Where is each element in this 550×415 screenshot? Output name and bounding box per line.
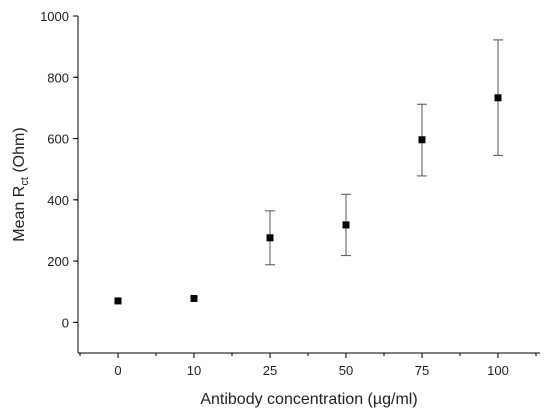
x-tick-label: 0 — [114, 363, 121, 378]
y-ticks: 0 200 400 600 800 1000 — [40, 9, 78, 330]
x-ticks: 0 10 25 50 75 100 — [79, 353, 537, 378]
y-axis-title: Mean Rct (Ohm) — [11, 127, 31, 241]
y-tick-label: 1000 — [40, 9, 69, 24]
y-axis-title-prefix: Mean R — [11, 186, 28, 242]
y-axis-title-subscript: ct — [19, 177, 31, 186]
y-tick-label: 200 — [47, 254, 69, 269]
data-point — [418, 136, 426, 144]
data-point — [190, 294, 198, 302]
axes — [77, 16, 540, 354]
data-point — [114, 297, 122, 305]
y-tick-label: 600 — [47, 132, 69, 147]
x-tick-label: 50 — [339, 363, 353, 378]
y-tick-label: 800 — [47, 70, 69, 85]
x-tick-label: 25 — [263, 363, 277, 378]
x-axis-title: Antibody concentration (µg/ml) — [200, 391, 417, 408]
data-points — [114, 94, 502, 305]
x-tick-label: 10 — [187, 363, 201, 378]
x-tick-label: 100 — [487, 363, 509, 378]
x-tick-label: 75 — [415, 363, 429, 378]
error-bars — [265, 39, 503, 266]
y-axis-title-suffix: (Ohm) — [11, 127, 28, 177]
data-point — [342, 221, 350, 229]
y-tick-label: 0 — [62, 315, 69, 330]
y-tick-label: 400 — [47, 193, 69, 208]
data-point — [494, 94, 502, 102]
data-point — [266, 234, 274, 242]
